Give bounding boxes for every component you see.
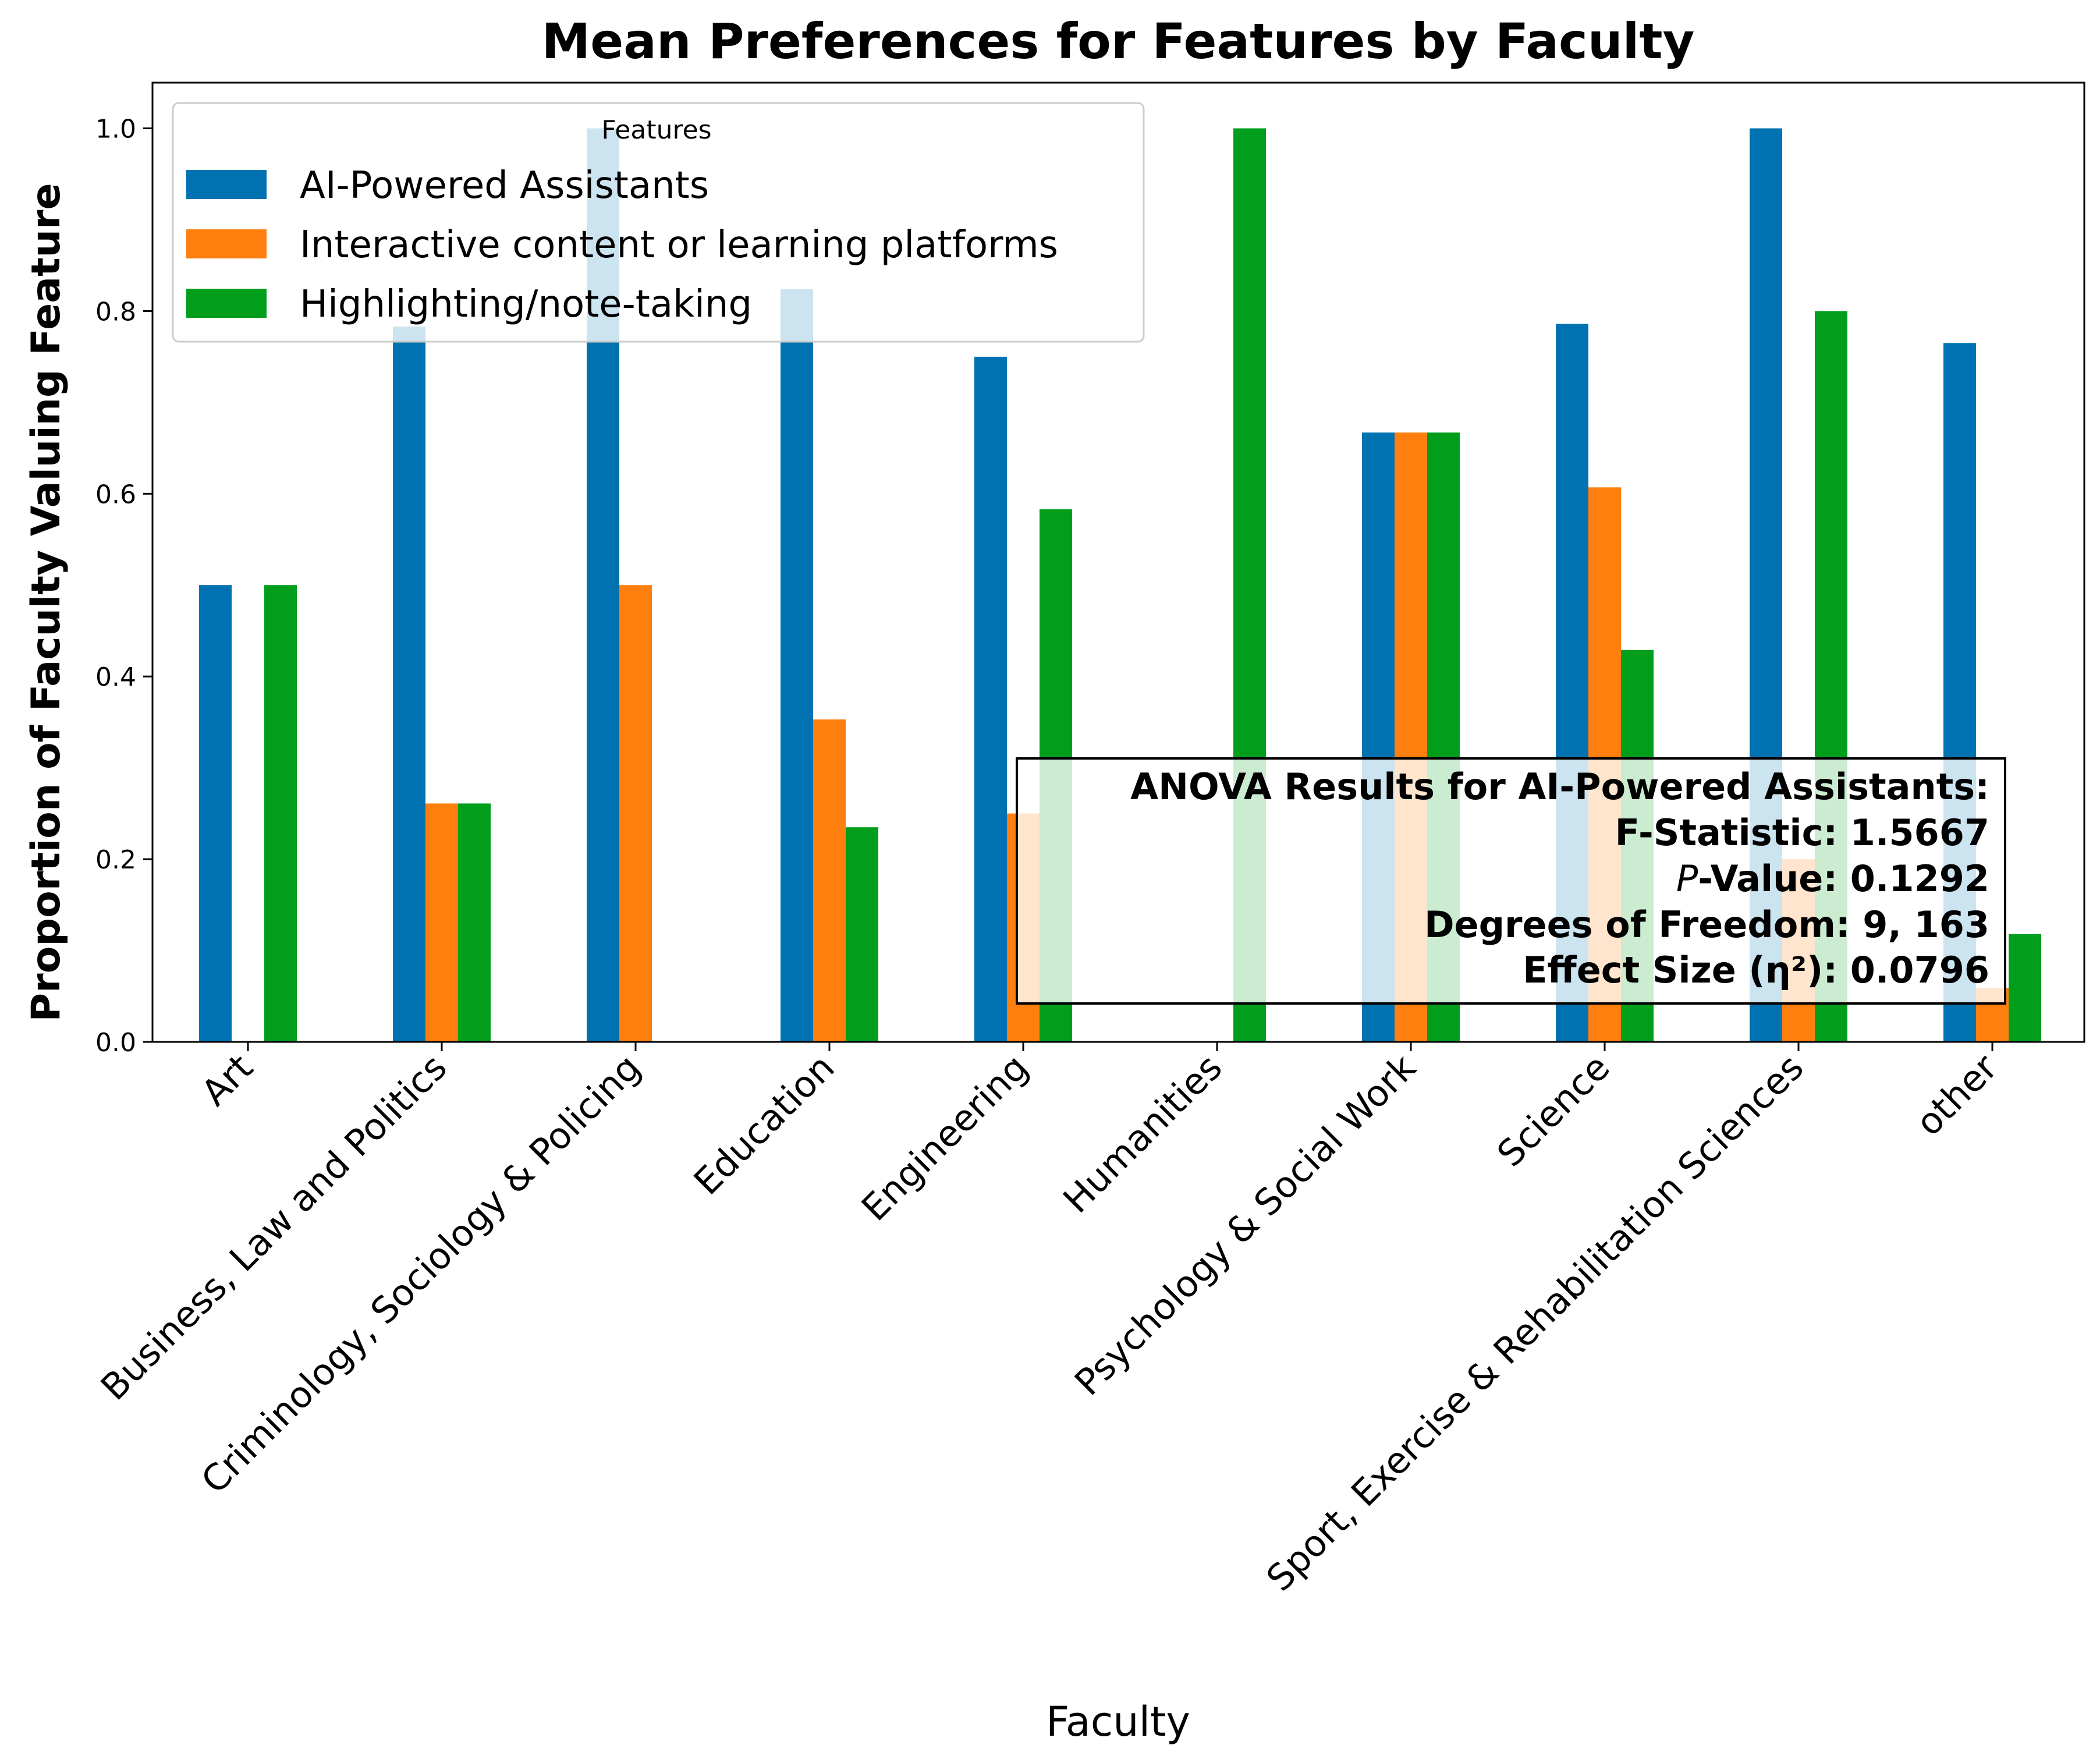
anova-f-statistic: F-Statistic: 1.5667 — [1615, 811, 1989, 854]
bar-ai-powered-assistants-engineering — [974, 356, 1007, 1042]
y-tick-group: 0.0 0.2 0.4 0.6 0.8 1.0 — [95, 115, 152, 1058]
legend-label-ai-powered-assistants: AI-Powered Assistants — [300, 164, 709, 207]
anova-p-value: P-Value: 0.1292 — [1676, 857, 1989, 900]
legend-box — [172, 102, 1145, 343]
y-tick-label: 0.0 — [95, 1028, 136, 1058]
legend-label-interactive-content: Interactive content or learning platform… — [300, 224, 1058, 267]
chart-title: Mean Preferences for Features by Faculty — [542, 13, 1695, 70]
y-tick-label: 0.4 — [95, 662, 136, 692]
anova-effect-size-value: 0.0796 — [1850, 949, 1989, 991]
anova-degrees-of-freedom-value: 9, 163 — [1863, 903, 1989, 946]
anova-p-value-italic-p: P — [1676, 857, 1698, 900]
bar-highlighting-note-taking-business-law-and-politics — [458, 803, 491, 1042]
bar-highlighting-note-taking-art — [264, 585, 297, 1042]
y-tick-label: 0.6 — [95, 480, 136, 509]
bar-ai-powered-assistants-education — [781, 289, 813, 1042]
bar-ai-powered-assistants-business-law-and-politics — [393, 327, 425, 1042]
anova-annotation: ANOVA Results for AI-Powered Assistants:… — [1016, 757, 2006, 1005]
anova-annotation-box — [1016, 757, 2006, 1005]
bar-highlighting-note-taking-other — [2009, 934, 2041, 1042]
legend-swatch-highlighting-note-taking — [186, 289, 267, 318]
legend-swatch-interactive-content — [186, 229, 267, 258]
anova-effect-size-label: Effect Size (η²): — [1523, 949, 1850, 991]
bar-interactive-content-or-learning-platforms-business-law-and-politics — [425, 803, 458, 1042]
legend-title: Features — [601, 115, 711, 145]
bar-ai-powered-assistants-art — [199, 585, 232, 1042]
anova-p-value-label: -Value: — [1698, 857, 1850, 900]
anova-degrees-of-freedom-label: Degrees of Freedom: — [1424, 903, 1863, 946]
anova-effect-size: Effect Size (η²): 0.0796 — [1523, 949, 1989, 991]
anova-degrees-of-freedom: Degrees of Freedom: 9, 163 — [1424, 903, 1989, 946]
anova-p-value-value: 0.1292 — [1850, 857, 1989, 900]
anova-f-statistic-label: F-Statistic: — [1615, 811, 1850, 854]
y-axis-label: Proportion of Faculty Valuing Feature — [23, 183, 69, 1022]
legend-label-highlighting-note-taking: Highlighting/note-taking — [300, 283, 752, 326]
bar-highlighting-note-taking-education — [846, 827, 878, 1042]
bar-interactive-content-or-learning-platforms-education — [813, 719, 846, 1042]
anova-annotation-title: ANOVA Results for AI-Powered Assistants: — [1130, 765, 1989, 808]
legend-swatch-ai-powered-assistants — [186, 170, 267, 199]
bar-interactive-content-or-learning-platforms-criminology-sociology-policing — [619, 585, 652, 1042]
legend: Features AI-Powered Assistants Interacti… — [172, 102, 1145, 343]
y-tick-label: 0.8 — [95, 297, 136, 327]
y-tick-label: 0.2 — [95, 845, 136, 875]
y-tick-label: 1.0 — [95, 115, 136, 144]
x-axis-label: Faculty — [1046, 1698, 1190, 1746]
anova-f-statistic-value: 1.5667 — [1850, 811, 1989, 854]
plot-area-frame — [151, 81, 2085, 1043]
